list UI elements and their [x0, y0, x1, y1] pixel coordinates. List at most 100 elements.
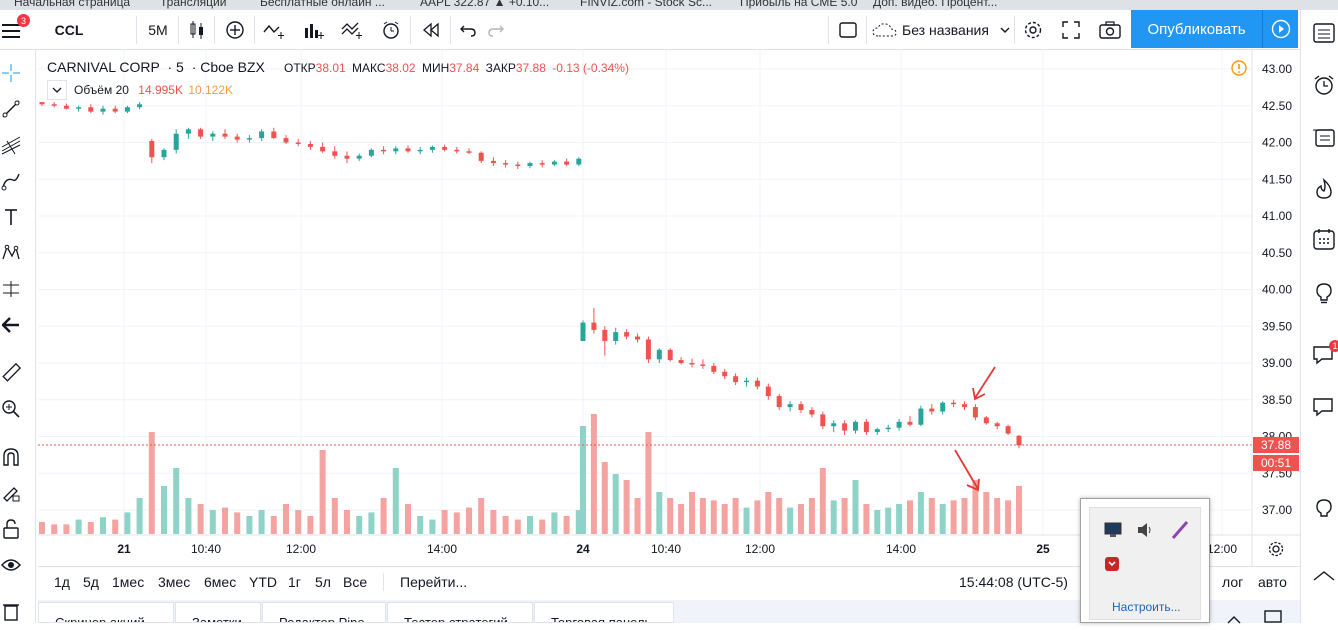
- tab-stock-screener[interactable]: Скринер акций: [38, 602, 174, 623]
- network-monitor-icon[interactable]: [1104, 522, 1122, 543]
- lock-icon[interactable]: [0, 516, 22, 542]
- camera-icon[interactable]: [1094, 10, 1126, 50]
- bookmark[interactable]: FINVIZ.com - Stock Sc...: [580, 0, 713, 9]
- layout-icon[interactable]: [834, 10, 862, 50]
- templates-icon[interactable]: [336, 10, 368, 50]
- bookmark[interactable]: Доп. видео. Процент...: [873, 0, 998, 9]
- bookmark[interactable]: Начальная страница: [14, 0, 131, 9]
- range-5y[interactable]: 5л: [315, 574, 331, 590]
- redo-icon[interactable]: [482, 10, 510, 50]
- tab-pine-editor[interactable]: Редактор Pine: [262, 602, 386, 623]
- log-scale-toggle[interactable]: лог: [1222, 574, 1244, 590]
- candle-body: [645, 339, 651, 360]
- replay-icon[interactable]: [416, 10, 446, 50]
- top-toolbar: 3 CCL 5M Без названия: [0, 10, 1300, 50]
- candle-body: [776, 396, 782, 408]
- bookmark[interactable]: Бесплатные онлайн ...: [260, 0, 385, 9]
- magnet-icon[interactable]: [0, 444, 22, 470]
- legend-volume[interactable]: Объём 20 14.995K 10.122K: [74, 83, 234, 97]
- collapse-sidebar-chevron-icon[interactable]: [1309, 562, 1338, 592]
- goto-date-button[interactable]: Перейти...: [400, 574, 468, 590]
- alert-icon[interactable]: [376, 10, 408, 50]
- financials-icon[interactable]: [298, 10, 330, 50]
- watchlist-icon[interactable]: [1309, 18, 1338, 48]
- interval-button[interactable]: 5M: [148, 22, 168, 38]
- candle-body: [63, 105, 69, 109]
- range-6m[interactable]: 6мес: [204, 574, 237, 590]
- collapse-panel-chevron-icon[interactable]: [1226, 612, 1242, 630]
- lock-drawing-pencil-icon[interactable]: [0, 480, 22, 506]
- price-tick-label: 42.50: [1262, 99, 1292, 113]
- hide-toolbar-arrow-icon[interactable]: [0, 312, 22, 338]
- publish-button[interactable]: Опубликовать: [1131, 10, 1262, 48]
- price-tick-label: 39.50: [1262, 319, 1292, 333]
- brush-icon[interactable]: [0, 168, 22, 194]
- layout-name-button[interactable]: Без названия: [872, 10, 1018, 50]
- symbol-search-button[interactable]: CCL: [54, 22, 84, 38]
- app-tray-icon[interactable]: [1104, 556, 1120, 577]
- warning-icon[interactable]: [1231, 60, 1247, 76]
- range-1y[interactable]: 1г: [288, 574, 301, 590]
- data-window-icon[interactable]: [1309, 122, 1338, 152]
- crosshair-icon[interactable]: [0, 60, 22, 86]
- price-chart[interactable]: 43.00 42.50 42.00 41.50 41.00 40.50 40.00 39.50…: [0, 0, 1300, 566]
- bookmark[interactable]: Прибыль на CME 5.0: [740, 0, 858, 9]
- auto-scale-toggle[interactable]: авто: [1258, 574, 1287, 590]
- volume-bar: [575, 510, 582, 534]
- pitchfork-icon[interactable]: [0, 132, 22, 158]
- trend-line-icon[interactable]: [0, 96, 22, 122]
- legend-collapse-chevron-icon[interactable]: [47, 80, 67, 100]
- prediction-icon[interactable]: [0, 276, 22, 302]
- bookmark[interactable]: Трансляции: [160, 0, 227, 9]
- range-ytd[interactable]: YTD: [249, 574, 277, 590]
- calendar-icon[interactable]: [1309, 224, 1338, 254]
- tab-strategy-tester[interactable]: Тестер стратегий: [387, 602, 533, 623]
- hotlist-flame-icon[interactable]: [1309, 174, 1338, 204]
- ruler-icon[interactable]: [0, 360, 22, 386]
- alarm-clock-icon[interactable]: [1309, 70, 1338, 100]
- menu-icon[interactable]: [0, 10, 22, 50]
- eye-icon[interactable]: [0, 552, 22, 578]
- zoom-icon[interactable]: [0, 396, 22, 422]
- ideas-lightbulb-icon[interactable]: [1309, 278, 1338, 308]
- messages-icon[interactable]: [1309, 392, 1338, 422]
- text-icon[interactable]: [0, 204, 22, 230]
- candles-icon[interactable]: [182, 10, 212, 50]
- volume-speaker-icon[interactable]: [1136, 522, 1154, 543]
- candle-body: [149, 141, 155, 158]
- settings-gear-icon[interactable]: [1018, 10, 1048, 50]
- lightbulb-icon[interactable]: [1309, 494, 1338, 524]
- annotation-arrow-down[interactable]: [954, 449, 980, 492]
- volume-bar: [173, 468, 180, 534]
- indicators-icon[interactable]: [258, 10, 290, 50]
- trash-icon[interactable]: [0, 598, 22, 624]
- volume-bar: [928, 498, 935, 534]
- candle-body: [527, 163, 533, 167]
- compare-add-icon[interactable]: [220, 10, 250, 50]
- annotation-arrow-up[interactable]: [972, 366, 996, 401]
- tray-configure-link[interactable]: Настроить...: [1112, 600, 1181, 614]
- pen-feather-icon[interactable]: [1170, 520, 1190, 545]
- range-1m[interactable]: 1мес: [112, 574, 145, 590]
- range-all[interactable]: Все: [343, 574, 368, 590]
- axis-settings-gear-icon[interactable]: [1268, 541, 1284, 557]
- volume-bar: [634, 498, 641, 534]
- candle-body: [613, 332, 619, 341]
- range-3m[interactable]: 3мес: [158, 574, 191, 590]
- fullscreen-icon[interactable]: [1056, 10, 1086, 50]
- publish-play-icon[interactable]: [1262, 10, 1298, 48]
- clock-timezone[interactable]: 15:44:08 (UTC-5): [959, 574, 1068, 590]
- legend-symbol[interactable]: CARNIVAL CORP · 5 · Cboe BZX: [47, 59, 265, 75]
- tab-notes[interactable]: Заметки: [175, 602, 261, 623]
- candle-body: [210, 133, 216, 137]
- bookmark[interactable]: AAPL 322.87 ▲ +0.10...: [420, 0, 550, 9]
- volume-bar: [1016, 486, 1022, 534]
- range-5d[interactable]: 5д: [83, 574, 99, 590]
- pattern-icon[interactable]: [0, 240, 22, 266]
- time-tick-label: 10:40: [651, 542, 681, 556]
- candle-body: [874, 429, 880, 433]
- tab-trading-panel[interactable]: Торговая панель: [534, 602, 674, 623]
- range-1d[interactable]: 1д: [54, 574, 70, 590]
- undo-icon[interactable]: [454, 10, 482, 50]
- maximize-panel-icon[interactable]: [1264, 610, 1282, 628]
